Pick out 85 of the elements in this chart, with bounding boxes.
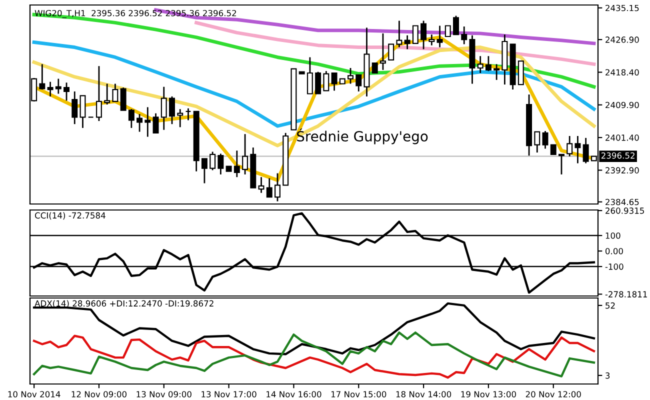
candlestick xyxy=(80,94,86,129)
candlestick xyxy=(120,86,126,111)
candlestick xyxy=(72,90,78,125)
y-tick-label: 2418.40 xyxy=(606,69,639,76)
candlestick xyxy=(201,158,208,184)
y-tick-label: -100 xyxy=(605,264,624,270)
candlestick xyxy=(444,25,451,38)
candlestick xyxy=(388,44,394,60)
line-series xyxy=(32,212,596,294)
candlestick xyxy=(266,178,272,198)
candlestick xyxy=(420,20,427,50)
candlestick xyxy=(477,55,484,74)
candlestick xyxy=(64,82,70,102)
candlestick xyxy=(258,176,264,194)
candlestick xyxy=(47,81,54,98)
line-series xyxy=(32,40,596,128)
y-tick-label: -278.1811 xyxy=(605,291,647,298)
candlestick xyxy=(574,135,581,164)
candlestick xyxy=(494,63,500,81)
chart-title: ADX(14) 28.9606 +DI:12.2470 -DI:19.8672 xyxy=(34,300,214,308)
candlestick xyxy=(306,56,313,94)
candlestick xyxy=(136,113,143,132)
chart-title: CCI(14) -72.7584 xyxy=(35,212,106,220)
ref-line-label: 2396.52 xyxy=(601,152,634,159)
candlestick xyxy=(566,135,573,158)
candlestick xyxy=(534,131,540,154)
y-tick-label: 2426.90 xyxy=(606,36,639,43)
candlestick xyxy=(461,26,468,45)
candlestick xyxy=(428,34,435,46)
y-tick-label: 2392.90 xyxy=(606,167,639,174)
candlestick xyxy=(152,112,159,134)
candlestick xyxy=(380,32,386,71)
candlestick xyxy=(485,55,492,72)
x-tick-label: 19 Nov 13:00 xyxy=(461,391,516,398)
y-tick-label: 3 xyxy=(606,372,610,379)
y-tick-label: 100 xyxy=(606,232,620,239)
x-tick-label: 14 Nov 16:00 xyxy=(266,391,322,398)
candlestick xyxy=(323,70,330,92)
candlestick xyxy=(542,130,548,150)
candlestick xyxy=(234,150,240,178)
y-tick-label: 0.00 xyxy=(605,248,623,254)
candlestick xyxy=(331,72,338,92)
candlestick xyxy=(169,96,175,125)
x-tick-label: 12 Nov 09:00 xyxy=(72,391,127,398)
candlestick xyxy=(274,172,280,202)
candlestick xyxy=(404,34,410,50)
y-tick-label: 260.9315 xyxy=(606,208,644,214)
candlestick xyxy=(128,108,134,129)
candlestick xyxy=(160,86,167,131)
candlestick xyxy=(396,20,402,48)
candlestick xyxy=(144,106,151,138)
candlestick xyxy=(356,74,362,92)
x-tick-label: 17 Nov 15:00 xyxy=(331,391,386,398)
candlestick xyxy=(55,78,62,94)
candlestick xyxy=(39,63,46,90)
x-tick-label: 10 Nov 2014 xyxy=(8,391,60,398)
candlestick xyxy=(210,151,216,171)
candlestick xyxy=(453,15,459,36)
candlestick xyxy=(582,137,589,164)
candlestick xyxy=(558,154,564,176)
candlestick xyxy=(372,62,378,74)
x-tick-label: 13 Nov 17:00 xyxy=(202,391,256,398)
x-tick-label: 18 Nov 14:00 xyxy=(396,391,452,398)
candlestick xyxy=(185,108,192,121)
candlestick xyxy=(104,83,110,106)
candlestick xyxy=(112,83,118,102)
candlestick xyxy=(436,25,443,48)
candlestick xyxy=(96,65,102,122)
candlestick xyxy=(218,152,224,176)
candlestick xyxy=(242,133,248,176)
candlestick xyxy=(348,67,354,84)
y-tick-label: 2401.40 xyxy=(606,134,639,141)
candlestick xyxy=(412,25,418,44)
y-tick-label: 2409.90 xyxy=(606,102,639,108)
x-tick-label: 20 Nov 12:00 xyxy=(526,391,581,398)
line-series xyxy=(32,302,596,356)
line-series xyxy=(32,46,596,148)
x-tick-label: 13 Nov 09:00 xyxy=(136,391,192,398)
candlestick xyxy=(315,71,322,94)
candlestick xyxy=(550,144,556,155)
y-tick-label: 52 xyxy=(606,302,615,309)
y-tick-label: 2384.65 xyxy=(606,198,639,206)
y-tick-label: 2435.15 xyxy=(606,4,639,12)
candlestick xyxy=(177,108,184,128)
candlestick xyxy=(518,60,524,86)
